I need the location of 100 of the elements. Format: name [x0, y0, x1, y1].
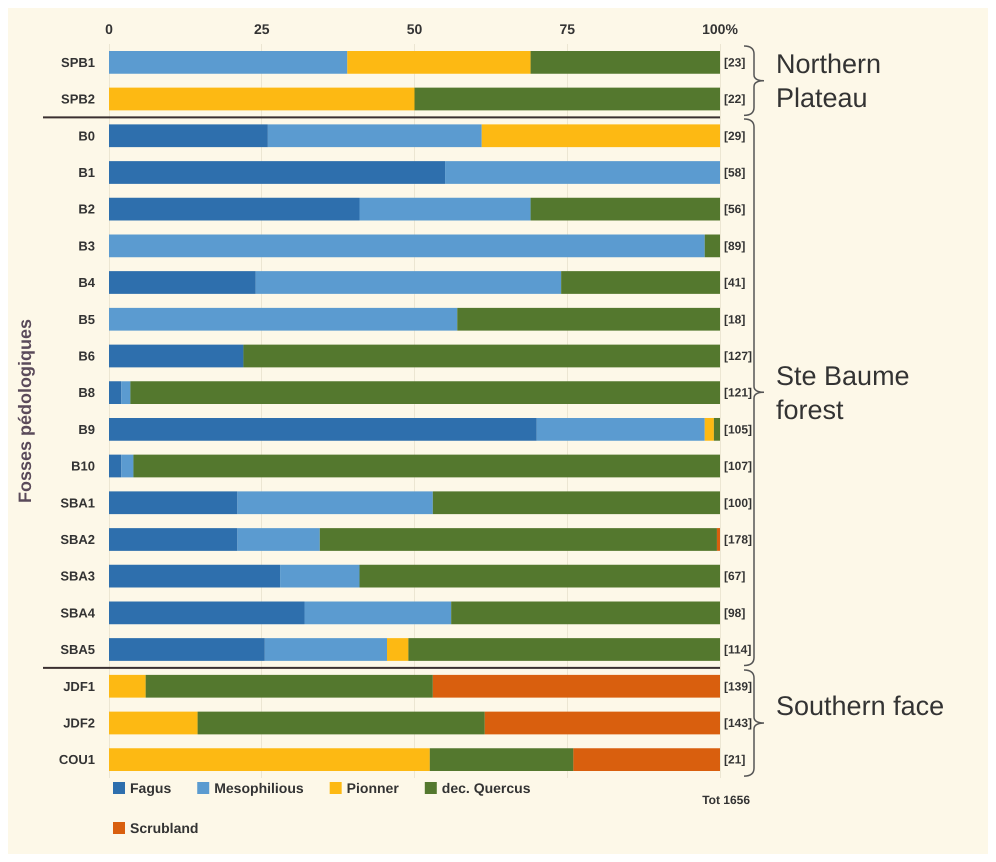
- text: [18]: [724, 312, 746, 326]
- legend-label: dec. Quercus: [442, 780, 531, 796]
- text: [67]: [724, 569, 746, 584]
- bar: [482, 124, 720, 148]
- bar: [280, 564, 360, 588]
- bar: [130, 381, 720, 404]
- bar: [264, 638, 388, 661]
- legend-label: Mesophilious: [214, 780, 304, 796]
- bar: [237, 491, 433, 514]
- bar: [414, 88, 720, 110]
- y-tick-label: B1: [78, 164, 95, 180]
- y-tick-label: COU1: [58, 752, 95, 768]
- bar: [243, 344, 720, 368]
- y-tick-label: JDF1: [63, 678, 95, 694]
- bar: [121, 381, 130, 404]
- text: [41]: [724, 276, 746, 290]
- bar: [109, 271, 256, 294]
- y-tick-label: B8: [78, 385, 95, 400]
- y-tick-label: SPB1: [61, 54, 95, 70]
- bar: [109, 50, 348, 74]
- bar: [109, 564, 280, 588]
- legend-label: Fagus: [130, 780, 172, 796]
- bar: [430, 748, 574, 772]
- bar: [457, 308, 720, 331]
- bar: [109, 528, 238, 551]
- x-tick-label: 0: [105, 21, 114, 37]
- x-tick-label: 100%: [702, 21, 738, 37]
- y-tick-label: B2: [78, 202, 95, 217]
- bar: [387, 638, 408, 661]
- bar: [445, 161, 720, 184]
- bar: [109, 88, 414, 110]
- bar: [716, 528, 720, 551]
- y-tick-label: JDF2: [63, 715, 95, 730]
- text: [89]: [724, 238, 746, 253]
- bar: [360, 564, 720, 588]
- bar: [109, 344, 244, 368]
- bar: [109, 418, 537, 441]
- legend-label: Pionner: [346, 780, 400, 796]
- bar: [109, 161, 446, 184]
- text: [121]: [724, 386, 752, 400]
- text: [139]: [724, 679, 752, 694]
- bar: [320, 528, 717, 551]
- bar: [109, 491, 238, 514]
- text: [56]: [724, 202, 746, 216]
- bar: [268, 124, 482, 148]
- text: Tot 1656: [702, 793, 750, 807]
- bar: [133, 454, 720, 478]
- text: [23]: [724, 55, 746, 70]
- y-tick-label: SPB2: [61, 92, 95, 107]
- y-tick-label: B6: [78, 348, 95, 364]
- y-tick-label: B3: [78, 238, 95, 254]
- bar: [237, 528, 320, 551]
- y-tick-label: SBA4: [60, 605, 96, 620]
- text: [22]: [724, 92, 746, 106]
- bar: [432, 491, 720, 514]
- y-tick-label: SBA3: [60, 568, 95, 584]
- y-tick-label: SBA5: [60, 642, 95, 658]
- text: [107]: [724, 459, 752, 474]
- x-tick-label: 75: [559, 21, 576, 37]
- bar: [109, 638, 265, 661]
- bar: [198, 712, 485, 734]
- bar: [109, 601, 305, 624]
- bar: [573, 748, 720, 772]
- text: Northern Plateau: [776, 48, 882, 115]
- bar: [304, 601, 452, 624]
- bar: [714, 418, 720, 441]
- bar: [109, 748, 430, 772]
- y-tick-label: SBA2: [60, 532, 95, 547]
- text: Southern face: [776, 690, 946, 723]
- bar: [561, 271, 720, 294]
- bar: [484, 712, 720, 734]
- text: [58]: [724, 165, 746, 180]
- text: [105]: [724, 422, 752, 436]
- x-tick-label: 25: [254, 21, 270, 37]
- bar: [530, 50, 720, 74]
- bar: [704, 234, 720, 258]
- text: [114]: [724, 642, 752, 657]
- bar: [432, 674, 720, 698]
- y-tick-label: B9: [78, 422, 95, 437]
- bar: [109, 234, 705, 258]
- bar: [109, 712, 198, 734]
- bar: [360, 198, 531, 221]
- text: [178]: [724, 532, 752, 546]
- bar: [347, 50, 531, 74]
- bar: [121, 454, 134, 478]
- y-axis-title: Fosses pédologiques: [15, 318, 35, 504]
- bar: [109, 124, 268, 148]
- y-tick-label: B10: [71, 458, 95, 474]
- bar: [146, 674, 433, 698]
- y-tick-label: B0: [78, 128, 95, 144]
- bar: [109, 381, 122, 404]
- bar: [704, 418, 714, 441]
- text: [143]: [724, 716, 752, 730]
- x-tick-label: 50: [406, 21, 422, 37]
- text: [21]: [724, 752, 746, 767]
- y-tick-label: B4: [78, 275, 96, 290]
- bar: [256, 271, 562, 294]
- bar: [109, 198, 360, 221]
- y-tick-label: B5: [78, 312, 95, 327]
- bar: [109, 454, 122, 478]
